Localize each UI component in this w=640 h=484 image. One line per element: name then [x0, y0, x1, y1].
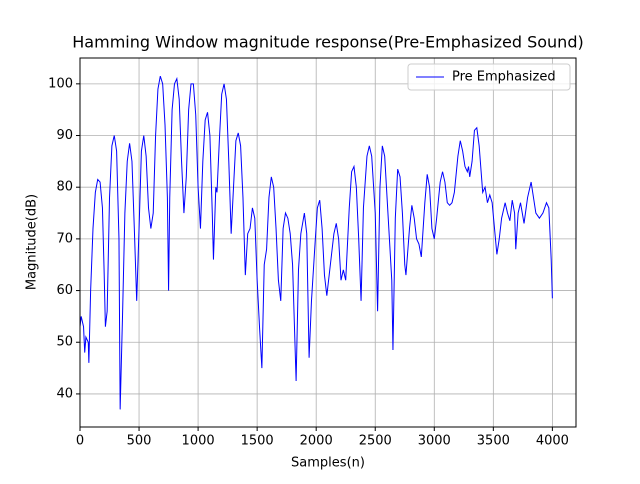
y-tick-label: 60 — [56, 283, 73, 298]
y-tick-label: 100 — [48, 76, 73, 91]
x-tick-label: 1000 — [182, 434, 215, 449]
legend-box — [407, 63, 571, 91]
x-tick-label: 1500 — [241, 434, 274, 449]
chart-title: Hamming Window magnitude response(Pre-Em… — [72, 33, 583, 52]
x-tick-label: 3000 — [418, 434, 451, 449]
axes-frame — [79, 57, 577, 428]
x-tick-label: 2500 — [359, 434, 392, 449]
legend-label: Pre Emphasized — [452, 70, 556, 85]
y-axis-label: Magnitude(dB) — [25, 194, 40, 290]
y-tick-label: 90 — [56, 128, 73, 143]
x-axis-label: Samples(n) — [291, 456, 365, 471]
x-tick-label: 0 — [76, 434, 84, 449]
y-tick-label: 70 — [56, 231, 73, 246]
x-tick-label: 3500 — [477, 434, 510, 449]
x-tick-label: 500 — [127, 434, 152, 449]
x-tick-label: 4000 — [536, 434, 569, 449]
y-tick-label: 40 — [56, 386, 73, 401]
y-tick-label: 80 — [56, 180, 73, 195]
data-line — [79, 75, 553, 410]
y-tick-label: 50 — [56, 335, 73, 350]
x-tick-label: 2000 — [300, 434, 333, 449]
